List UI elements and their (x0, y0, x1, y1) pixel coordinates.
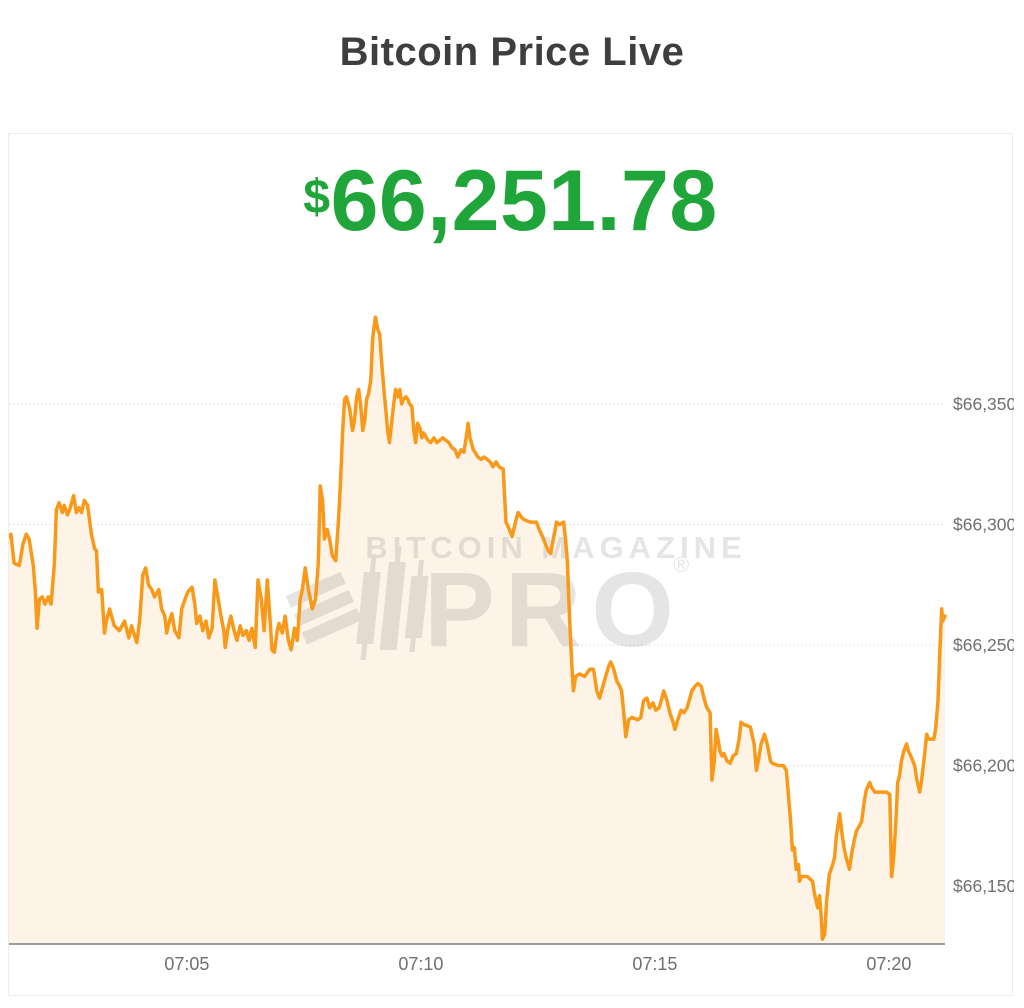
live-price-value: 66,251.78 (330, 153, 718, 249)
y-tick-label: $66,350 (953, 394, 1014, 414)
price-area-fill (9, 317, 945, 944)
y-tick-label: $66,300 (953, 515, 1014, 535)
watermark-text-line2: PRO (424, 551, 684, 669)
price-chart-canvas[interactable]: BITCOIN MAGAZINE PRO ® $66,350$66,300$66… (9, 134, 1014, 995)
currency-symbol: $ (303, 170, 331, 224)
x-tick-label: 07:05 (164, 954, 209, 974)
chart-card: BITCOIN MAGAZINE PRO ® $66,350 $66,300 $66… (8, 133, 1014, 996)
y-axis-tick-labels: $66,350 $66,300 $66,250 $66,200 $66,150 (953, 394, 1014, 896)
x-tick-label: 07:20 (866, 954, 911, 974)
y-tick-label: $66,150 (953, 876, 1014, 896)
y-tick-label: $66,250 (953, 635, 1014, 655)
x-axis-tick-labels: 07:05 07:10 07:15 07:20 (164, 954, 911, 974)
x-tick-label: 07:10 (398, 954, 443, 974)
y-tick-label: $66,200 (953, 756, 1014, 776)
live-price: $66,251.78 (9, 158, 1012, 244)
price-line[interactable] (9, 315, 947, 941)
watermark-registered-mark: ® (673, 552, 689, 577)
x-tick-label: 07:15 (632, 954, 677, 974)
page-title: Bitcoin Price Live (339, 30, 685, 74)
